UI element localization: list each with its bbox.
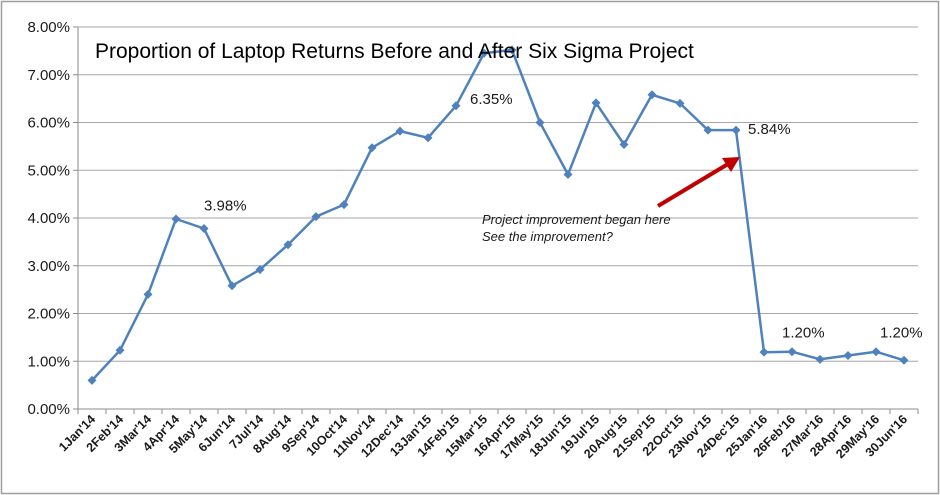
data-point xyxy=(647,90,657,100)
data-point xyxy=(283,240,293,250)
data-point xyxy=(731,125,741,135)
data-point xyxy=(507,45,517,55)
y-tick-label: 6.00% xyxy=(27,115,70,132)
series-line xyxy=(91,48,905,382)
data-point xyxy=(87,375,97,385)
y-tick-label: 1.00% xyxy=(27,353,70,370)
y-tick-label: 5.00% xyxy=(27,162,70,179)
data-point xyxy=(115,345,125,355)
data-label: 1.20% xyxy=(782,325,825,342)
data-point xyxy=(871,347,881,357)
series-returns xyxy=(87,45,909,385)
data-point xyxy=(423,133,433,143)
y-axis-ticks: 0.00% 1.00% 2.00% 3.00% 4.00% 5.00% 6.00% 7.00%… xyxy=(27,19,70,418)
data-point xyxy=(619,139,629,149)
data-point xyxy=(199,224,209,234)
annotation-line-1: Project improvement began here xyxy=(482,212,671,227)
y-tick-label: 0.00% xyxy=(27,401,70,418)
data-label: 5.84% xyxy=(748,121,791,138)
annotation-arrow xyxy=(656,162,730,208)
data-point xyxy=(311,212,321,222)
annotation-arrowhead xyxy=(722,157,740,172)
gridlines xyxy=(73,26,919,414)
y-tick-label: 2.00% xyxy=(27,306,70,323)
annotation: Project improvement began here See the i… xyxy=(482,157,740,244)
data-point xyxy=(787,347,797,357)
data-point xyxy=(759,347,769,357)
data-point xyxy=(815,354,825,364)
data-label: 1.20% xyxy=(880,325,923,342)
annotation-line-2: See the improvement? xyxy=(482,229,614,244)
data-point xyxy=(703,125,713,135)
data-point xyxy=(227,281,237,291)
data-point xyxy=(899,355,909,365)
data-point xyxy=(255,265,265,275)
y-tick-label: 8.00% xyxy=(27,19,70,36)
data-point xyxy=(395,126,405,136)
chart-title: Proportion of Laptop Returns Before and … xyxy=(95,40,694,63)
data-point xyxy=(451,101,461,111)
data-point xyxy=(143,289,153,299)
data-point xyxy=(171,214,181,224)
data-point xyxy=(535,118,545,127)
data-point xyxy=(339,200,349,210)
data-point xyxy=(563,170,573,180)
y-tick-label: 4.00% xyxy=(27,210,70,227)
data-point xyxy=(843,351,853,361)
data-point xyxy=(675,98,685,108)
data-label: 6.35% xyxy=(470,91,513,108)
data-point xyxy=(591,98,601,108)
data-label: 3.98% xyxy=(204,198,247,215)
y-tick-label: 7.00% xyxy=(27,67,70,84)
data-point xyxy=(479,48,489,58)
data-labels: 3.98% 6.35% 5.84% 1.20% 1.20% xyxy=(204,91,923,342)
y-tick-label: 3.00% xyxy=(27,258,70,275)
data-point xyxy=(367,143,377,153)
